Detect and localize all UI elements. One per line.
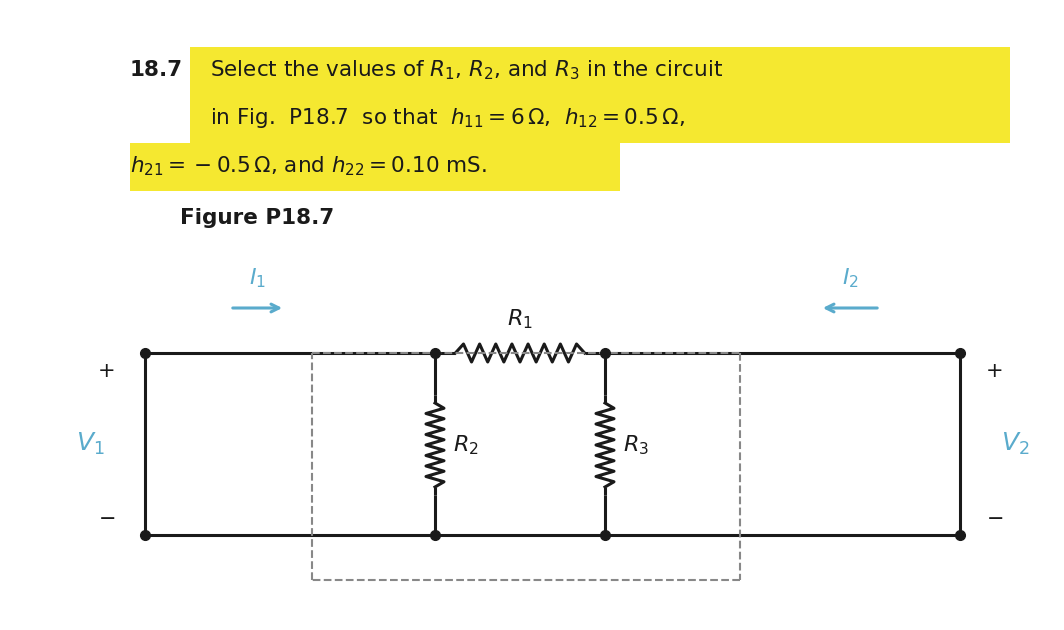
Bar — [190, 47, 1010, 95]
Text: $V_2$: $V_2$ — [1001, 431, 1029, 457]
Text: $R_1$: $R_1$ — [508, 307, 533, 331]
Text: in Fig.  P18.7  so that  $h_{11} = 6\,\Omega$,  $h_{12} = 0.5\,\Omega$,: in Fig. P18.7 so that $h_{11} = 6\,\Omeg… — [210, 106, 685, 130]
Bar — [190, 95, 1010, 143]
Text: $R_2$: $R_2$ — [453, 433, 479, 457]
Text: $-$: $-$ — [98, 507, 116, 527]
Text: Figure P18.7: Figure P18.7 — [180, 208, 334, 228]
Text: $I_1$: $I_1$ — [249, 266, 266, 290]
Text: $h_{21} = -0.5\,\Omega$, and $h_{22} = 0.10$ mS.: $h_{21} = -0.5\,\Omega$, and $h_{22} = 0… — [130, 154, 487, 178]
Bar — [130, 143, 620, 191]
Text: +: + — [98, 361, 116, 381]
Text: $-$: $-$ — [986, 507, 1003, 527]
Text: +: + — [986, 361, 1003, 381]
Text: 18.7: 18.7 — [130, 60, 183, 80]
Text: $V_1$: $V_1$ — [76, 431, 104, 457]
Text: $R_3$: $R_3$ — [624, 433, 649, 457]
Text: $I_2$: $I_2$ — [842, 266, 859, 290]
Text: Select the values of $R_1$, $R_2$, and $R_3$ in the circuit: Select the values of $R_1$, $R_2$, and $… — [210, 58, 724, 82]
